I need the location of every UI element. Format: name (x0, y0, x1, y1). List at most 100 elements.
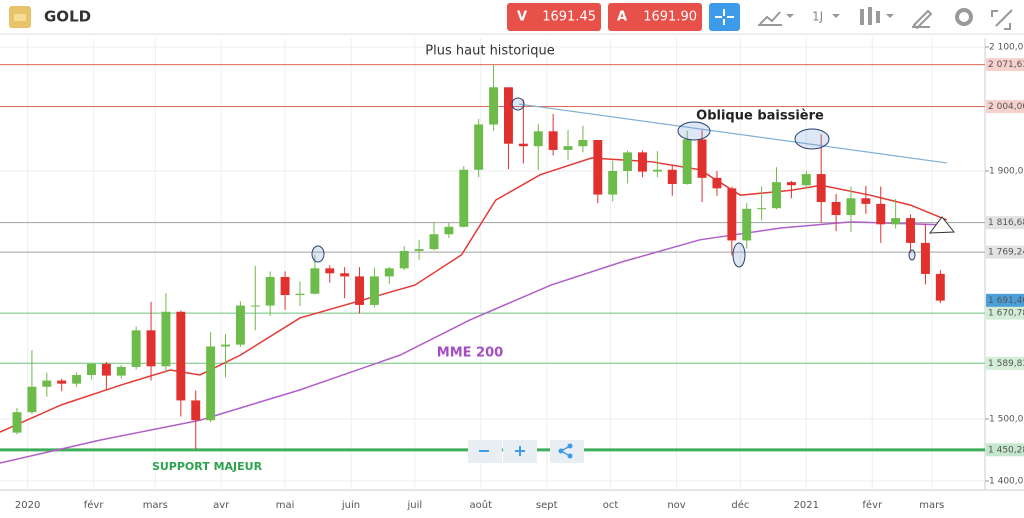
highlight-ellipse (677, 121, 711, 141)
candle-body (593, 139, 603, 195)
candle-body (638, 152, 647, 172)
draw-icon[interactable] (912, 9, 933, 30)
candle-body (191, 400, 201, 421)
x-tick-label: déc (731, 499, 749, 511)
trendline (519, 103, 947, 164)
annotation: Plus haut historique (425, 44, 554, 59)
candle-body (667, 169, 677, 185)
candle-body (57, 380, 67, 384)
x-tick-label: févr (84, 499, 105, 511)
zoom-controls (468, 440, 584, 463)
period[interactable]: 1J (812, 10, 823, 24)
bid-price[interactable]: 1691.45 (542, 10, 596, 25)
candle-body (280, 277, 290, 296)
y-tick-label: 1 400,00 (989, 477, 1024, 487)
x-tick-label: sept (536, 500, 558, 511)
share-dot[interactable] (567, 453, 573, 459)
candle-body (518, 143, 528, 147)
share[interactable] (550, 440, 584, 463)
annotation: SUPPORT MAJEUR (152, 460, 263, 473)
candle-body (250, 305, 260, 307)
arrow-icon (928, 216, 956, 234)
dropdown[interactable] (786, 14, 794, 18)
candle-body (235, 305, 245, 345)
share-dot[interactable] (567, 443, 573, 449)
candle-body (623, 152, 633, 171)
x-tick-label: mars (143, 500, 168, 511)
candle-body (369, 276, 379, 305)
candle-body (503, 87, 513, 144)
candle-body (340, 273, 350, 277)
highlight-ellipse (511, 97, 525, 111)
y-tick-label: 1 900,00 (989, 166, 1024, 176)
candle-body (399, 250, 409, 269)
x-tick-label: août (470, 499, 493, 511)
crosshair-icon[interactable] (715, 9, 734, 25)
highlights (311, 97, 916, 268)
candle-body (176, 311, 186, 401)
candle-body (548, 131, 558, 150)
last-price-box (986, 293, 1024, 307)
dropdown[interactable] (886, 14, 894, 18)
candles-icon[interactable] (860, 7, 880, 25)
candle-body (801, 174, 811, 186)
bid-button[interactable]: V 1691.45 (507, 3, 601, 31)
ask-box[interactable] (608, 3, 702, 31)
x-tick-label: févr (862, 499, 883, 511)
candle-body (131, 330, 141, 367)
crosshair-box[interactable] (709, 3, 740, 31)
settings-icon[interactable] (955, 8, 973, 26)
last-price-label: 1 691,46 (988, 296, 1024, 306)
bid-box[interactable] (507, 3, 601, 31)
candle-body (608, 170, 618, 195)
share-dot[interactable] (558, 448, 564, 454)
candle-body (42, 380, 52, 387)
level-label: 2 004,00 (988, 102, 1024, 112)
candle-body (652, 169, 662, 172)
x-tick-label: juil (407, 500, 423, 511)
candle-body (221, 344, 230, 347)
ask-label[interactable]: A (617, 10, 627, 25)
candle-body (429, 234, 439, 250)
x-tick-label: mai (276, 500, 295, 511)
highlight-ellipse (794, 128, 830, 150)
fullscreen-icon[interactable] (991, 9, 1013, 30)
candle-body (682, 139, 692, 185)
x-tick-label: mars (919, 500, 944, 511)
candle-body (489, 87, 499, 125)
moving-average (0, 157, 947, 433)
highlight-ellipse (908, 249, 916, 261)
candle-body (906, 218, 916, 243)
candle-body (891, 218, 901, 225)
candle-body (459, 169, 469, 227)
level-label: 1 670,78 (988, 309, 1024, 319)
candle-body (578, 139, 588, 147)
ask-price[interactable]: 1691.90 (643, 10, 697, 25)
candle-body (846, 198, 856, 216)
candle-body (563, 146, 573, 150)
candle-body (861, 198, 871, 204)
highlight-ellipse (732, 242, 746, 268)
level-label: 1 589,83 (988, 359, 1024, 369)
candle-body (161, 311, 171, 367)
level-label-box (986, 245, 1024, 259)
moving-average (0, 221, 947, 464)
chart-type-icon[interactable] (758, 11, 782, 26)
ask-button[interactable]: A 1691.90 (608, 3, 702, 31)
crosshair-button[interactable] (709, 3, 740, 31)
candle-body (206, 346, 216, 421)
candle-body (310, 268, 320, 294)
candle-body (384, 268, 394, 277)
candle-body (444, 226, 454, 235)
highlight-ellipse (311, 245, 325, 263)
bid-label[interactable]: V (517, 10, 527, 25)
dropdown[interactable] (832, 14, 840, 18)
candle-body (712, 177, 722, 189)
candle-body (742, 208, 752, 241)
symbol: GOLD (44, 8, 91, 26)
x-tick-label: nov (667, 500, 685, 511)
level-label: 1 816,68 (988, 218, 1024, 228)
logo-bar (14, 14, 26, 21)
plus-icon[interactable] (515, 446, 525, 456)
